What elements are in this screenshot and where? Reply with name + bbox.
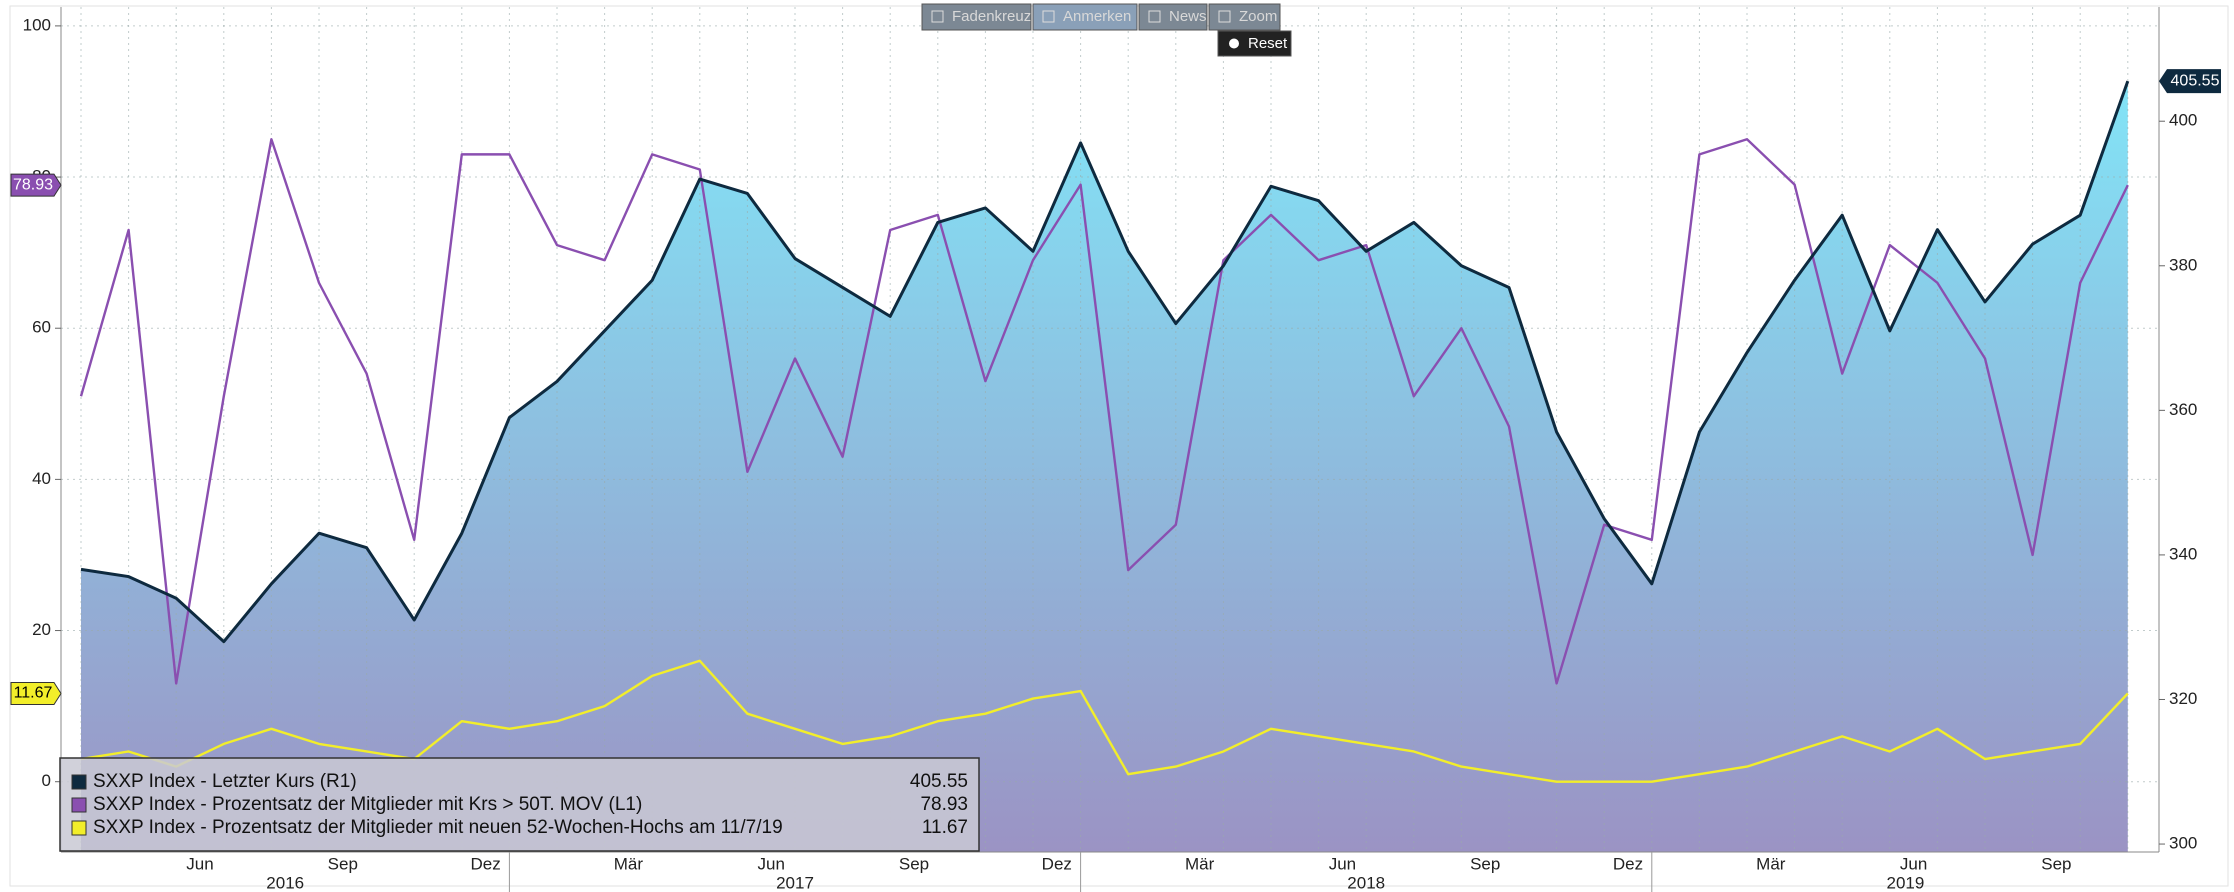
price-area [81,81,2128,852]
x-tick-label: Sep [899,854,929,873]
x-tick-label: Jun [1329,854,1356,873]
toolbar-icon [931,10,944,23]
y-tick-label: 60 [32,318,51,337]
legend-value: 405.55 [910,771,968,792]
y2-tick-label: 360 [2169,400,2197,419]
legend: SXXP Index - Letzter Kurs (R1) 405.55 SXXP… [59,757,980,852]
y2-tick-label: 380 [2169,255,2197,274]
x-tick-label: Dez [1042,854,1072,873]
year-label: 2018 [1347,873,1385,892]
x-tick-label: Mär [1756,854,1786,873]
year-label: 2017 [776,873,814,892]
y-tick-label: 100 [23,15,51,34]
toolbar-button[interactable] [1208,3,1281,31]
x-tick-label: Sep [2041,854,2071,873]
toolbar-icon [1042,10,1055,23]
toolbar: Fadenkreuz Anmerken News Zoom Reset [921,3,1292,57]
x-tick-label: Jun [186,854,213,873]
toolbar-button-label[interactable]: Zoom [1239,8,1277,25]
y2-tick-label: 340 [2169,544,2197,563]
x-tick-label: Dez [1613,854,1643,873]
toolbar-icon [1218,10,1231,23]
y-tick-label: 40 [32,469,51,488]
toolbar-button[interactable] [1138,3,1208,31]
toolbar-button[interactable] [921,3,1032,31]
value-tag-label: 405.55 [2171,72,2220,89]
reset-icon [1229,38,1239,49]
value-tag-label: 11.67 [14,685,53,702]
series-line [80,80,2130,644]
series-line [80,659,2129,783]
y2-tick-label: 300 [2169,834,2197,853]
year-label: 2019 [1886,873,1924,892]
legend-value: 78.93 [920,794,968,815]
y2-tick-label: 400 [2169,111,2197,130]
x-tick-label: Mär [614,854,644,873]
value-tag-label: 78.93 [13,176,53,193]
x-tick-label: Mär [1185,854,1215,873]
legend-label: SXXP Index - Prozentsatz der Mitglieder … [93,794,642,815]
toolbar-button[interactable] [1032,3,1138,31]
toolbar-button-label[interactable]: Fadenkreuz [952,8,1031,25]
legend-swatch [71,820,87,836]
y-tick-label: 0 [42,771,51,790]
legend-box [59,757,980,852]
legend-value: 11.67 [922,817,968,838]
toolbar-button-label[interactable]: News [1169,8,1207,25]
x-tick-label: Jun [1900,854,1927,873]
value-tag [10,682,62,706]
y2-tick-label: 320 [2169,689,2197,708]
reset-label[interactable]: Reset [1248,35,1288,52]
legend-label: SXXP Index - Letzter Kurs (R1) [93,771,357,792]
legend-swatch [71,797,87,813]
value-tag [10,173,62,197]
y-tick-label: 20 [32,620,51,639]
year-label: 2016 [266,873,304,892]
x-tick-label: Dez [470,854,500,873]
legend-label: SXXP Index - Prozentsatz der Mitglieder … [93,817,783,838]
x-tick-label: Sep [328,854,358,873]
toolbar-icon [1148,10,1161,23]
x-tick-label: Jun [757,854,784,873]
x-tick-label: Sep [1470,854,1500,873]
series-line [79,138,2129,685]
legend-swatch [71,774,87,790]
toolbar-button-label[interactable]: Anmerken [1063,8,1131,25]
value-tag [2159,69,2221,94]
